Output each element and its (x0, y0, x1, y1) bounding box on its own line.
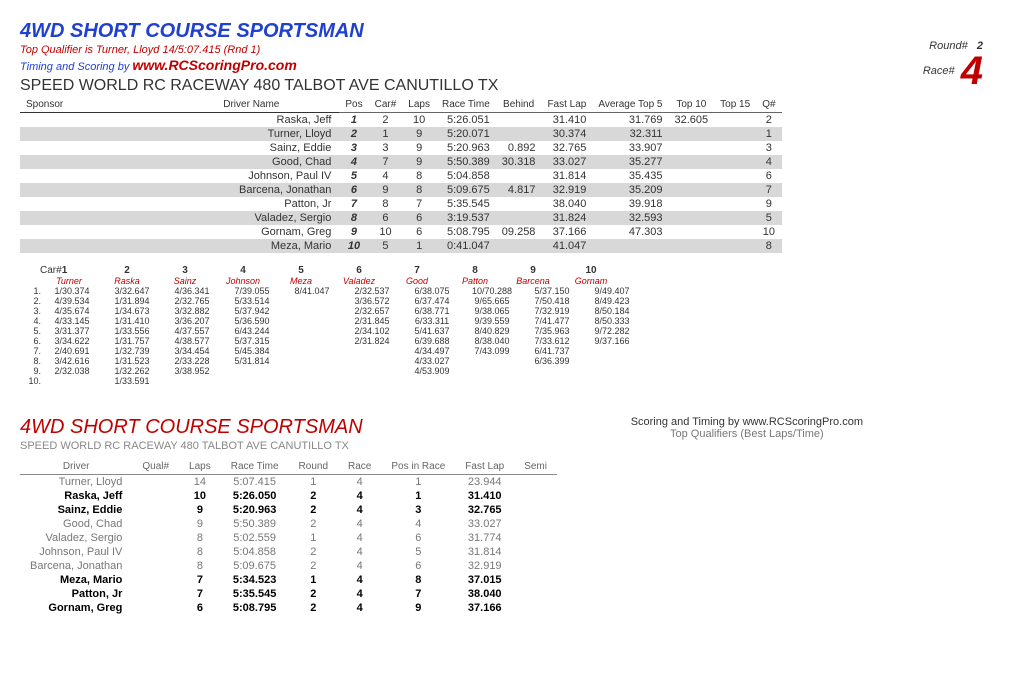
qual-col: Driver (20, 459, 132, 475)
qual-row: Raska, Jeff105:26.05024131.410 (20, 489, 557, 503)
lap-car-num: 7 (388, 265, 446, 276)
results-col-6: Behind (496, 97, 542, 113)
results-col-7: Fast Lap (541, 97, 592, 113)
results-row: Valadez, Sergio8663:19.53731.82432.5935 (20, 211, 782, 225)
qual-col: Laps (179, 459, 221, 475)
qual-col: Fast Lap (455, 459, 514, 475)
lap-car-num: 6 (330, 265, 388, 276)
qual-row: Barcena, Jonathan85:09.67524632.919 (20, 559, 557, 573)
lap-row: 2.4/39.5341/31.8942/32.7655/33.5143/36.5… (20, 296, 1023, 306)
qual-col: Round (289, 459, 338, 475)
qual-row: Good, Chad95:50.38924433.027 (20, 517, 557, 531)
lap-car-name: Barcena (504, 276, 562, 286)
top-qualifier-line: Top Qualifier is Turner, Lloyd 14/5:07.4… (20, 44, 1023, 56)
lap-car-num: 5 (272, 265, 330, 276)
results-col-9: Top 10 (669, 97, 715, 113)
lap-car-name: Gornam (562, 276, 620, 286)
qual-row: Gornam, Greg65:08.79524937.166 (20, 601, 557, 615)
section2-subtitle: Top Qualifiers (Best Laps/Time) (631, 428, 863, 440)
results-row: Patton, Jr7875:35.54538.04039.9189 (20, 197, 782, 211)
page-container: Round# 2 Race# 4 4WD SHORT COURSE SPORTS… (20, 20, 1023, 615)
race-number: 4 (961, 56, 983, 86)
results-row: Gornam, Greg91065:08.79509.25837.16647.3… (20, 225, 782, 239)
results-col-11: Q# (756, 97, 781, 113)
qual-row: Sainz, Eddie95:20.96324332.765 (20, 503, 557, 517)
lap-car-num: 9 (504, 265, 562, 276)
round-race-box: Round# 2 Race# 4 (923, 40, 983, 86)
results-row: Meza, Mario10510:41.04741.0478 (20, 239, 782, 253)
lap-car-num: 2 (98, 265, 156, 276)
lap-car-name: Turner (40, 276, 98, 286)
lap-row: 5.3/31.3771/33.5564/37.5576/43.2442/34.1… (20, 326, 1023, 336)
qualifiers-table: DriverQual#LapsRace TimeRoundRacePos in … (20, 459, 557, 615)
results-row: Turner, Lloyd2195:20.07130.37432.3111 (20, 127, 782, 141)
qual-row: Johnson, Paul IV85:04.85824531.814 (20, 545, 557, 559)
lap-row: 6.3/34.6221/31.7574/38.5775/37.3152/31.8… (20, 336, 1023, 346)
results-row: Good, Chad4795:50.38930.31833.02735.2774 (20, 155, 782, 169)
results-row: Johnson, Paul IV5485:04.85831.81435.4356 (20, 169, 782, 183)
lap-car-name: Patton (446, 276, 504, 286)
lap-row: 9.2/32.0381/32.2623/38.9524/53.909 (20, 366, 1023, 376)
rcsp-link: www.RCScoringPro.com (132, 57, 296, 73)
lap-row: 10.1/33.591 (20, 376, 1023, 386)
results-col-4: Laps (402, 97, 436, 113)
lap-car-num: Car#1 (40, 265, 98, 276)
lap-row: 7.2/40.6911/32.7393/34.4545/45.3844/34.4… (20, 346, 1023, 356)
qual-col: Pos in Race (381, 459, 455, 475)
results-col-1: Driver Name (163, 97, 339, 113)
lap-car-num: 10 (562, 265, 620, 276)
lap-row: 8.3/42.6161/31.5232/33.2285/31.8144/33.0… (20, 356, 1023, 366)
results-table: SponsorDriver NamePosCar#LapsRace TimeBe… (20, 97, 782, 253)
timing-credit: Timing and Scoring by www.RCScoringPro.c… (20, 57, 1023, 73)
venue-line: SPEED WORLD RC RACEWAY 480 TALBOT AVE CA… (20, 77, 1023, 95)
results-col-0: Sponsor (20, 97, 163, 113)
results-col-5: Race Time (436, 97, 496, 113)
qual-col: Semi (514, 459, 557, 475)
lap-car-name: Sainz (156, 276, 214, 286)
lap-car-name: Good (388, 276, 446, 286)
qualifiers-section: 4WD SHORT COURSE SPORTSMAN SPEED WORLD R… (20, 416, 1023, 615)
lap-car-num: 3 (156, 265, 214, 276)
qual-row: Valadez, Sergio85:02.55914631.774 (20, 531, 557, 545)
qual-row: Turner, Lloyd145:07.41514123.944 (20, 475, 557, 490)
results-row: Barcena, Jonathan6985:09.6754.81732.9193… (20, 183, 782, 197)
lap-car-num: 4 (214, 265, 272, 276)
lap-row: 1.1/30.3743/32.6474/36.3417/39.0558/41.0… (20, 286, 1023, 296)
section2-credit: Scoring and Timing by www.RCScoringPro.c… (631, 416, 863, 428)
lap-times-block: Car#12345678910 TurnerRaskaSainzJohnsonM… (20, 265, 1023, 386)
qual-row: Meza, Mario75:34.52314837.015 (20, 573, 557, 587)
qual-col: Race Time (221, 459, 289, 475)
section2-title: 4WD SHORT COURSE SPORTSMAN (20, 416, 363, 439)
lap-row: 4.4/33.1451/31.4103/36.2075/36.5902/31.8… (20, 316, 1023, 326)
section2-venue: SPEED WORLD RC RACEWAY 480 TALBOT AVE CA… (20, 440, 363, 452)
lap-car-name: Meza (272, 276, 330, 286)
results-col-3: Car# (369, 97, 403, 113)
lap-car-num: 8 (446, 265, 504, 276)
results-row: Raska, Jeff12105:26.05131.41031.76932.60… (20, 113, 782, 128)
class-title: 4WD SHORT COURSE SPORTSMAN (20, 20, 1023, 43)
results-col-10: Top 15 (714, 97, 756, 113)
lap-car-name: Valadez (330, 276, 388, 286)
qual-col: Qual# (132, 459, 179, 475)
results-row: Sainz, Eddie3395:20.9630.89232.76533.907… (20, 141, 782, 155)
results-col-8: Average Top 5 (592, 97, 668, 113)
qual-col: Race (338, 459, 381, 475)
lap-car-name: Raska (98, 276, 156, 286)
lap-row: 3.4/35.6741/34.6733/32.8825/37.9422/32.6… (20, 306, 1023, 316)
results-col-2: Pos (339, 97, 368, 113)
race-label: Race# (923, 65, 955, 77)
qual-row: Patton, Jr75:35.54524738.040 (20, 587, 557, 601)
lap-car-name: Johnson (214, 276, 272, 286)
